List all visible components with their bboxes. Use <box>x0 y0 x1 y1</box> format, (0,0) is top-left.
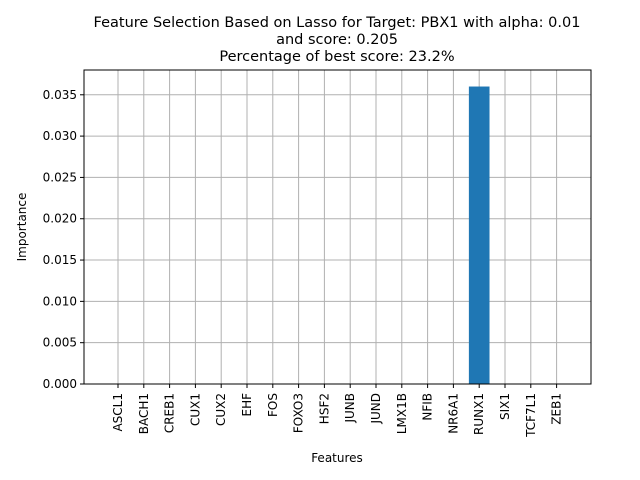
bars <box>468 86 490 385</box>
y-axis-ticks: 0.000 0.005 0.010 0.015 0.020 0.025 0.030 0.035 <box>43 88 84 391</box>
x-tick-label: JUNB <box>343 393 357 424</box>
y-tick-label: 0.020 <box>43 212 77 226</box>
x-tick-label: CREB1 <box>163 393 177 433</box>
x-tick-label: ZEB1 <box>550 393 564 425</box>
plot-frame <box>83 69 592 385</box>
x-tick-label: SIX1 <box>498 393 512 420</box>
x-tick-label: ASCL1 <box>111 393 125 432</box>
x-tick-label: BACH1 <box>137 393 151 434</box>
x-axis-ticks: ASCL1 BACH1 CREB1 CUX1 CUX2 EHF FOS FOXO3 HSF2 JU… <box>111 384 564 438</box>
bar-runx1 <box>468 86 490 385</box>
y-tick-label: 0.010 <box>43 294 77 308</box>
x-tick-label: CUX2 <box>214 393 228 426</box>
x-tick-label: HSF2 <box>317 393 331 424</box>
title-line-3: Percentage of best score: 23.2% <box>219 49 454 65</box>
y-tick-label: 0.005 <box>43 336 77 350</box>
y-tick-label: 0.030 <box>43 129 77 143</box>
x-tick-label: FOXO3 <box>292 393 306 433</box>
x-axis-label: Features <box>311 451 363 465</box>
y-tick-label: 0.035 <box>43 88 77 102</box>
title-line-2: and score: 0.205 <box>276 32 398 48</box>
y-tick-label: 0.000 <box>43 377 77 391</box>
x-tick-label: NR6A1 <box>446 393 460 434</box>
y-tick-label: 0.025 <box>43 170 77 184</box>
x-tick-label: LMX1B <box>395 393 409 434</box>
x-tick-label: FOS <box>266 393 280 417</box>
title-line-1: Feature Selection Based on Lasso for Tar… <box>94 15 581 31</box>
x-tick-label: RUNX1 <box>472 393 486 435</box>
y-axis-label: Importance <box>15 193 29 262</box>
grid <box>84 70 591 385</box>
chart-title: Feature Selection Based on Lasso for Tar… <box>94 15 581 65</box>
y-tick-label: 0.015 <box>43 253 77 267</box>
x-tick-label: JUND <box>369 393 383 425</box>
x-tick-label: EHF <box>240 393 254 417</box>
x-tick-label: CUX1 <box>188 393 202 426</box>
x-tick-label: TCF7L1 <box>524 393 538 438</box>
x-tick-label: NFIB <box>421 393 435 421</box>
